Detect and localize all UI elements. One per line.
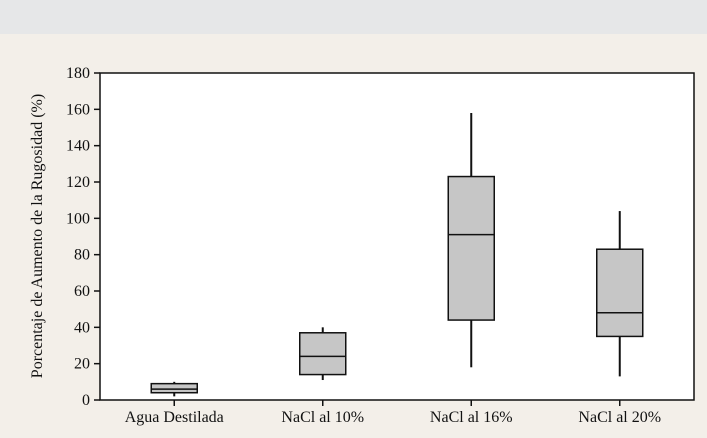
y-tick-label: 40 xyxy=(74,319,90,336)
x-tick-label: Agua Destilada xyxy=(125,409,224,426)
box-1 xyxy=(150,381,198,397)
interquartile-box xyxy=(596,248,644,338)
box-3 xyxy=(447,112,495,368)
y-tick-label: 80 xyxy=(74,247,90,264)
y-axis-title: Porcentaje de Aumento de la Rugosidad (%… xyxy=(29,94,46,378)
top-band xyxy=(0,0,707,34)
interquartile-box xyxy=(150,382,198,394)
interquartile-box xyxy=(447,175,495,321)
y-tick-label: 140 xyxy=(66,138,90,155)
y-tick-label: 0 xyxy=(82,392,90,409)
plot-area xyxy=(99,72,695,401)
x-tick-label: NaCl al 10% xyxy=(281,409,364,426)
y-tick-label: 120 xyxy=(66,174,90,191)
y-tick-label: 20 xyxy=(74,356,90,373)
y-tick-label: 100 xyxy=(66,210,90,227)
y-tick-label: 180 xyxy=(66,65,90,82)
x-tick-label: NaCl al 20% xyxy=(578,409,661,426)
y-tick-label: 160 xyxy=(66,101,90,118)
y-tick-label: 60 xyxy=(74,283,90,300)
box-2 xyxy=(299,327,347,381)
interquartile-box xyxy=(299,332,347,376)
box-4 xyxy=(596,211,644,377)
x-tick-label: NaCl al 16% xyxy=(430,409,513,426)
